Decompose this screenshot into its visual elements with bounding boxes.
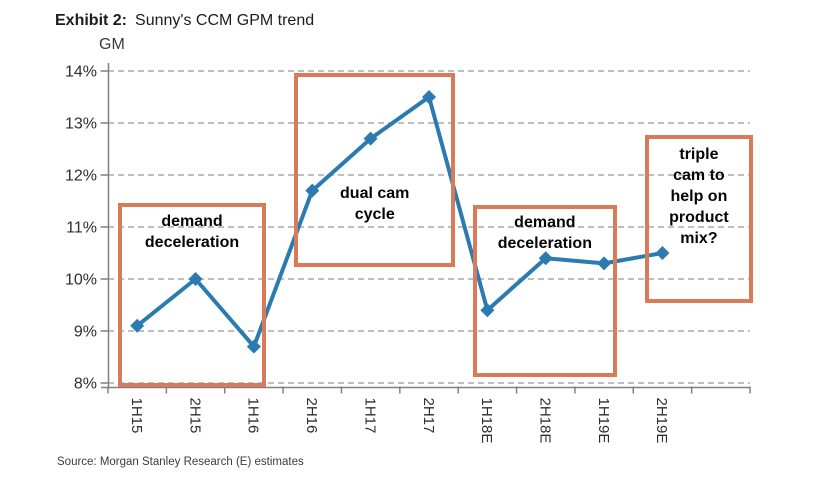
- x-tick-label: 1H17: [361, 398, 378, 434]
- exhibit-title: Exhibit 2: Sunny's CCM GPM trend: [55, 12, 314, 30]
- x-tick-label: 2H18E: [536, 398, 553, 444]
- annotation-text: product: [669, 208, 729, 226]
- y-tick-label: 11%: [66, 220, 97, 237]
- x-tick-label: 2H16: [303, 398, 320, 434]
- x-tick-label: 1H16: [245, 398, 262, 434]
- source-note: Source: Morgan Stanley Research (E) esti…: [57, 456, 304, 468]
- y-tick-label: 8%: [74, 376, 97, 393]
- data-point-marker: [305, 183, 320, 198]
- annotation-box: demand deceleration: [117, 203, 267, 388]
- gpm-series-line: [135, 95, 665, 349]
- y-tick-label: 10%: [65, 272, 97, 289]
- x-tick-label: 1H15: [128, 398, 145, 434]
- data-point-marker: [188, 272, 203, 286]
- annotation-text: demand: [514, 214, 576, 232]
- data-point-marker: [246, 339, 261, 354]
- data-point-marker: [597, 256, 612, 271]
- data-point-marker: [422, 90, 436, 104]
- y-tick-label: 13%: [65, 116, 97, 133]
- annotation-text: cycle: [354, 206, 395, 224]
- annotation-text: deceleration: [144, 234, 240, 252]
- data-point-marker: [363, 131, 378, 146]
- annotation-text: help on: [670, 187, 728, 205]
- x-tick-label: 1H18E: [478, 398, 495, 444]
- x-tick-label: 2H17: [420, 398, 437, 434]
- exhibit-number: Exhibit 2:: [55, 12, 128, 29]
- data-point-marker: [655, 246, 670, 260]
- annotation-box: triple cam to help on product mix?: [644, 134, 753, 303]
- y-axis-title: GM: [99, 36, 125, 53]
- annotation-text: dual cam: [340, 185, 410, 203]
- annotation-box: demand deceleration: [472, 205, 617, 377]
- y-tick-label: 9%: [74, 324, 97, 341]
- exhibit-name: Sunny's CCM GPM trend: [135, 12, 315, 29]
- annotation-text: cam to: [673, 166, 725, 184]
- data-point-marker: [130, 318, 145, 333]
- data-point-marker: [480, 303, 495, 318]
- annotation-text: mix?: [680, 229, 718, 247]
- y-tick-label: 14%: [65, 64, 97, 81]
- y-tick-label: 12%: [65, 168, 97, 185]
- annotation-text: triple: [679, 145, 719, 163]
- annotation-box: dual cam cycle: [294, 73, 456, 268]
- x-tick-label: 1H19E: [595, 398, 612, 444]
- annotation-text: deceleration: [497, 235, 592, 253]
- x-tick-label: 2H15: [186, 398, 203, 434]
- x-tick-label: 2H19E: [653, 398, 670, 444]
- annotation-text: demand: [161, 213, 223, 231]
- data-point-marker: [538, 251, 553, 266]
